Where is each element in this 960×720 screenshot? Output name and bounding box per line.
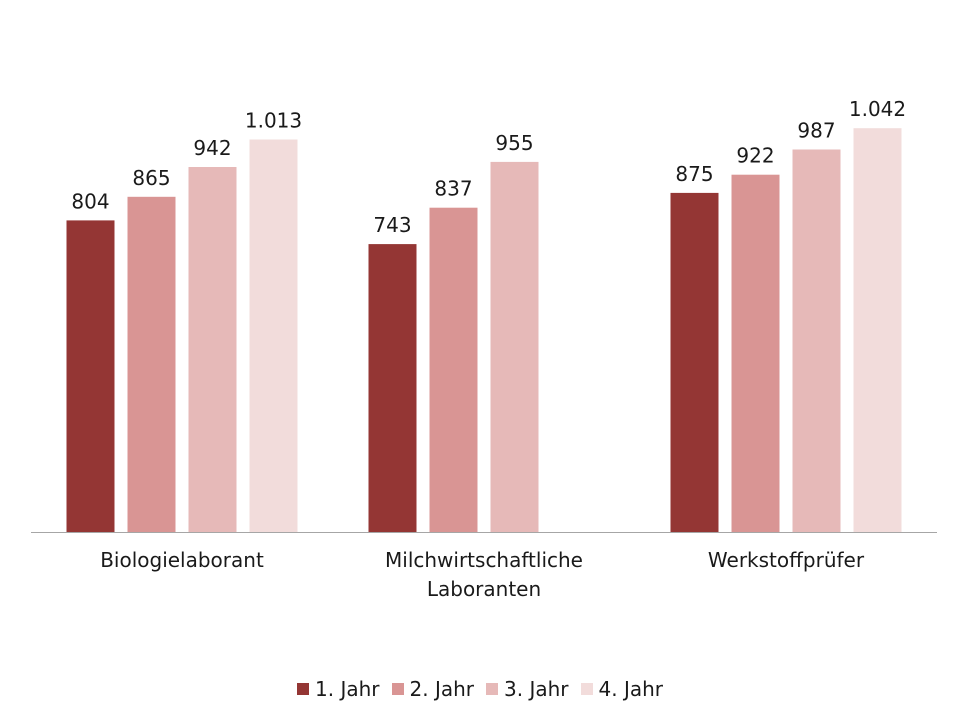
value-labels-layer: 804 865 942 1.013 743 837 955 875 922 987 1.042 — [71, 97, 906, 237]
data-label-1-2: 865 — [132, 166, 170, 190]
bar-1-1 — [66, 220, 115, 532]
legend-item-4: 4. Jahr — [580, 677, 664, 701]
data-label-2-2: 837 — [434, 177, 472, 201]
legend-label: 1. Jahr — [315, 677, 380, 701]
bar-2-1 — [368, 244, 417, 532]
legend-label: 4. Jahr — [598, 677, 664, 701]
bar-2-2 — [429, 207, 478, 532]
bar-1-3 — [188, 167, 237, 532]
data-label-3-3: 987 — [797, 119, 835, 143]
category-label-3: Werkstoffprüfer — [708, 548, 865, 572]
legend-item-2: 2. Jahr — [391, 677, 475, 701]
bar-3-1 — [670, 192, 719, 532]
category-label-1: Biologielaborant — [100, 548, 264, 572]
data-label-2-1: 743 — [373, 213, 411, 237]
data-label-1-3: 942 — [193, 136, 231, 160]
bar-3-4 — [853, 128, 902, 532]
legend-item-1: 1. Jahr — [297, 677, 380, 701]
data-label-3-2: 922 — [736, 144, 774, 168]
category-label-line: Biologielaborant — [100, 548, 264, 572]
data-label-3-1: 875 — [675, 162, 713, 186]
legend-swatch — [486, 683, 498, 695]
legend-label: 2. Jahr — [409, 677, 475, 701]
legend-item-3: 3. Jahr — [486, 677, 569, 701]
legend-swatch — [391, 683, 404, 695]
legend-swatch — [580, 683, 593, 695]
category-label-2: Milchwirtschaftliche Laboranten — [385, 548, 583, 601]
bar-1-2 — [127, 196, 176, 533]
bars-layer — [66, 128, 902, 533]
category-label-line: Milchwirtschaftliche — [385, 548, 583, 572]
legend-label: 3. Jahr — [504, 677, 569, 701]
bar-3-2 — [731, 174, 780, 532]
category-labels-layer: Biologielaborant Milchwirtschaftliche Labo… — [100, 548, 865, 601]
category-label-line: Werkstoffprüfer — [708, 548, 865, 572]
data-label-2-3: 955 — [495, 131, 533, 155]
legend-swatch — [297, 683, 309, 695]
data-label-1-1: 804 — [71, 189, 109, 213]
bar-3-3 — [792, 149, 841, 532]
data-label-1-4: 1.013 — [245, 109, 302, 133]
data-label-3-4: 1.042 — [849, 97, 906, 121]
bar-1-4 — [249, 139, 298, 532]
legend: 1. Jahr 2. Jahr 3. Jahr 4. Jahr — [0, 674, 960, 704]
category-label-line: Laboranten — [427, 577, 541, 601]
bar-2-3 — [490, 161, 539, 532]
